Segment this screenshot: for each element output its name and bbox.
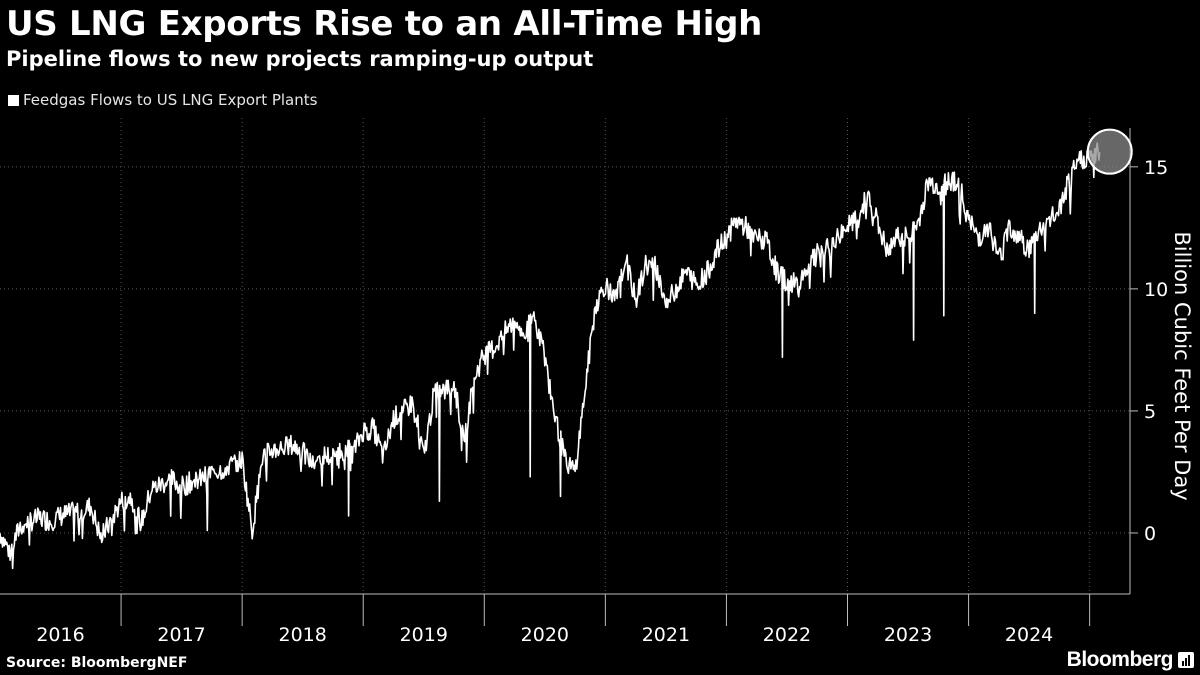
legend-label: Feedgas Flows to US LNG Export Plants [23,91,318,109]
brand-name: Bloomberg [1066,648,1174,671]
x-tick-label: 2023 [884,624,932,646]
y-tick-label: 0 [1144,523,1156,545]
y-axis-title: Billion Cubic Feet Per Day [1170,231,1194,500]
x-tick-label: 2018 [278,624,326,646]
x-tick-label: 2019 [400,624,448,646]
x-tick-label: 2022 [763,624,811,646]
bar-chart-badge-icon [1178,652,1194,668]
chart-title: US LNG Exports Rise to an All-Time High [6,4,763,44]
y-tick-label: 5 [1144,401,1156,423]
x-tick-label: 2024 [1005,624,1053,646]
y-tick-label: 10 [1144,279,1168,301]
square-swatch-icon [8,94,19,106]
x-tick-label: 2016 [36,624,84,646]
source-note: Source: BloombergNEF [6,655,188,671]
x-tick-label: 2017 [157,624,205,646]
y-tick-label: 15 [1144,157,1168,179]
brand-logo: Bloomberg [1067,648,1194,672]
chart-subtitle: Pipeline flows to new projects ramping-u… [6,47,594,71]
x-tick-label: 2021 [642,624,690,646]
series-line-feedgas-flows [0,142,1101,570]
circle-highlight-icon [1086,128,1133,175]
legend: Feedgas Flows to US LNG Export Plants [8,91,317,109]
x-tick-label: 2020 [521,624,569,646]
